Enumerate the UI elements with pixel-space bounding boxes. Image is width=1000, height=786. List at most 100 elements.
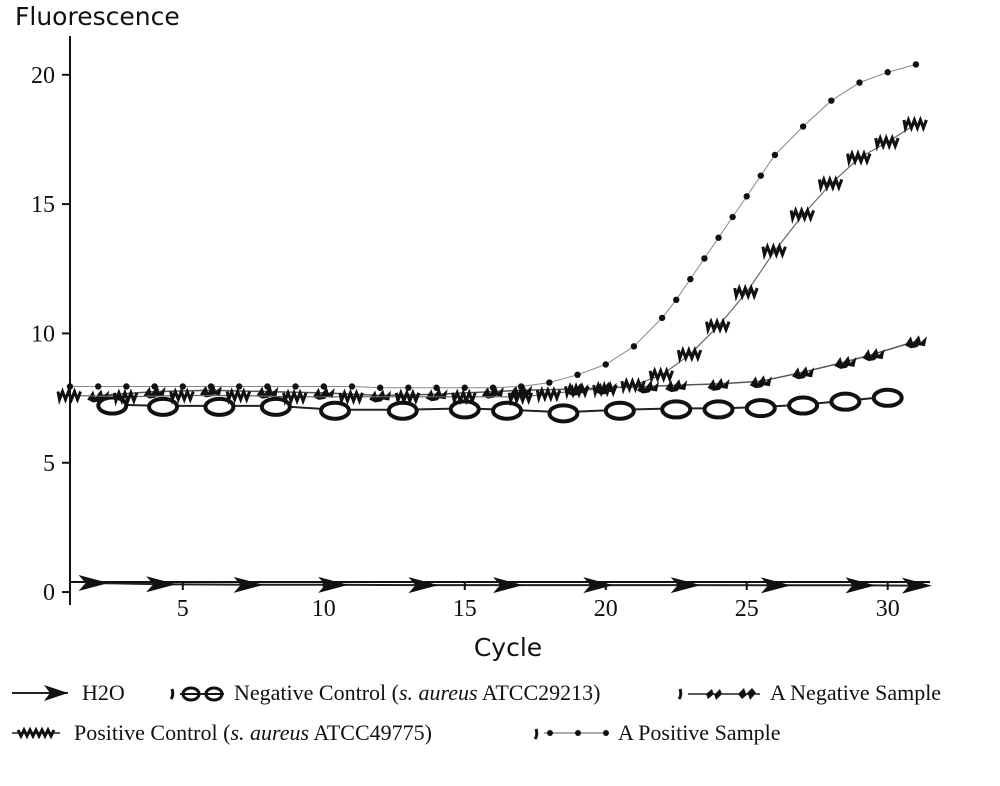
data-point <box>481 385 504 399</box>
data-point <box>702 399 735 420</box>
data-point <box>348 383 356 390</box>
data-point <box>787 395 820 416</box>
x-tick-label: 25 <box>735 596 759 622</box>
legend-label-a-negative-sample: A Negative Sample <box>770 680 942 705</box>
x-axis-title: Cycle <box>474 633 542 662</box>
data-point <box>151 383 158 390</box>
legend-swatch-negative-control <box>169 686 224 702</box>
data-point <box>256 385 279 399</box>
data-point <box>535 385 562 404</box>
data-point <box>761 242 787 261</box>
data-point <box>660 399 693 420</box>
data-point <box>707 377 730 391</box>
legend-label-a-positive-sample: A Positive Sample <box>618 720 781 745</box>
ticks: 5 10 15 20 25 30 0 5 10 15 20 <box>31 63 900 622</box>
series-h2o <box>78 575 932 594</box>
data-point <box>225 387 252 406</box>
data-point <box>733 283 759 302</box>
data-point <box>817 175 844 193</box>
data-point <box>792 366 815 380</box>
x-tick-label: 15 <box>453 596 477 622</box>
data-point <box>433 384 440 391</box>
data-point <box>620 376 646 395</box>
data-point <box>338 388 364 407</box>
legend-item-h2o: H2O <box>8 680 125 706</box>
data-point <box>547 403 580 424</box>
data-point <box>771 151 779 159</box>
x-tick-label: 20 <box>594 596 618 622</box>
y-axis-title: Fluorescence <box>15 2 180 31</box>
data-point <box>376 384 384 391</box>
legend-label-h2o: H2O <box>82 680 125 705</box>
data-point <box>199 384 222 398</box>
data-point <box>630 343 638 350</box>
data-point <box>676 345 703 364</box>
legend-item-negative-control: Negative Control (s. aureus ATCC29213) <box>168 680 600 706</box>
data-point <box>56 387 82 406</box>
data-point <box>207 383 215 390</box>
data-point <box>799 123 807 130</box>
data-point <box>834 355 857 369</box>
legend-swatch-a-negative-sample <box>677 688 760 700</box>
data-point <box>564 382 590 400</box>
data-point <box>602 361 609 368</box>
data-point <box>902 115 928 134</box>
data-point <box>603 400 636 421</box>
series-a-negative-sample <box>87 335 927 403</box>
data-point <box>828 97 835 104</box>
series-negative-control <box>96 387 904 424</box>
data-point <box>369 389 392 403</box>
data-point <box>665 379 688 393</box>
data-point <box>491 400 524 421</box>
y-tick-label: 10 <box>31 321 55 347</box>
data-point <box>451 388 477 407</box>
data-point <box>318 576 349 593</box>
x-tick-label: 10 <box>312 596 336 622</box>
data-point <box>489 384 497 391</box>
data-point <box>648 366 675 385</box>
legend-swatch-a-positive-sample <box>533 728 609 740</box>
data-point <box>743 193 750 200</box>
legend-swatch-h2o <box>12 685 68 701</box>
data-point <box>884 69 891 76</box>
data-point <box>123 383 130 390</box>
data-point <box>461 384 468 391</box>
data-point <box>143 385 166 399</box>
data-point <box>282 388 308 407</box>
y-tick-label: 5 <box>43 451 55 477</box>
data-point <box>507 388 534 407</box>
data-point <box>448 399 481 420</box>
y-tick-label: 20 <box>31 63 55 89</box>
data-point <box>757 172 765 179</box>
data-point <box>394 388 421 407</box>
data-point <box>78 575 109 592</box>
data-point <box>169 387 195 406</box>
data-point <box>592 380 618 399</box>
data-point <box>320 383 327 390</box>
data-point <box>405 384 412 391</box>
legend: H2O Negative Control (s. aureus ATCC2921… <box>0 676 1000 776</box>
chart: 5 10 15 20 25 30 0 5 10 15 20 Fluorescence Cycle <box>15 2 932 662</box>
series-line <box>69 123 917 398</box>
data-point <box>546 379 553 386</box>
data-point <box>319 400 352 421</box>
series-a-positive-sample <box>66 61 920 391</box>
data-point <box>112 388 139 407</box>
legend-label-negative-control: Negative Control (s. aureus ATCC29213) <box>234 680 601 705</box>
data-point <box>179 383 186 390</box>
data-point <box>715 234 722 241</box>
data-point <box>846 149 872 168</box>
data-point <box>673 296 680 304</box>
data-point <box>904 335 927 349</box>
data-point <box>259 396 292 417</box>
data-point <box>203 396 236 417</box>
data-point <box>94 383 102 390</box>
series-line <box>112 395 888 414</box>
legend-item-a-negative-sample: A Negative Sample <box>676 680 941 706</box>
data-point <box>96 395 129 416</box>
x-tick-label: 30 <box>876 596 900 622</box>
data-point <box>386 400 419 421</box>
x-tick-label: 5 <box>177 596 189 622</box>
plot-series <box>56 61 932 594</box>
data-point <box>744 398 777 419</box>
